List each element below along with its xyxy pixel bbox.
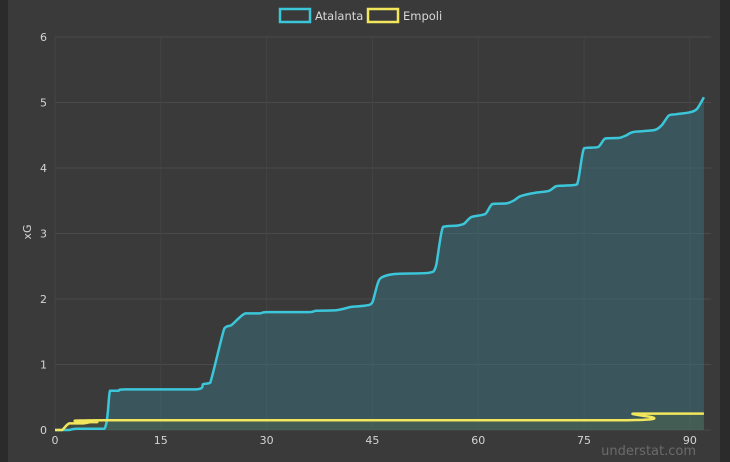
x-tick-label: 45 (365, 434, 379, 447)
y-tick-label: 5 (40, 97, 47, 110)
y-tick-label: 2 (40, 293, 47, 306)
x-tick-label: 15 (154, 434, 168, 447)
legend-label-empoli: Empoli (403, 9, 442, 23)
chart-grid (54, 36, 711, 431)
x-tick-label: 60 (471, 434, 485, 447)
x-tick-label: 0 (52, 434, 59, 447)
y-tick-label: 4 (40, 162, 47, 175)
x-tick-label: 90 (683, 434, 697, 447)
legend-item-empoli[interactable]: Empoli (366, 7, 442, 24)
watermark: understat.com (601, 444, 696, 459)
y-axis-title: xG (21, 224, 34, 239)
legend-label-atalanta: Atalanta (315, 9, 363, 23)
series-lines (55, 96, 705, 432)
line-atalanta (55, 96, 705, 432)
area-atalanta (55, 97, 704, 431)
x-tick-label: 75 (577, 434, 591, 447)
y-tick-label: 3 (40, 228, 47, 241)
area-empoli (55, 413, 704, 430)
legend[interactable]: Atalanta Empoli (278, 7, 442, 24)
y-tick-label: 1 (40, 359, 47, 372)
legend-swatch-empoli (366, 7, 400, 24)
chart-panel (8, 0, 720, 462)
legend-swatch-atalanta (278, 7, 312, 24)
y-tick-label: 6 (40, 31, 47, 44)
y-tick-label: 0 (40, 424, 47, 437)
x-tick-label: 30 (260, 434, 274, 447)
legend-item-atalanta[interactable]: Atalanta (278, 7, 363, 24)
series-areas (55, 97, 704, 431)
line-empoli (55, 412, 704, 432)
